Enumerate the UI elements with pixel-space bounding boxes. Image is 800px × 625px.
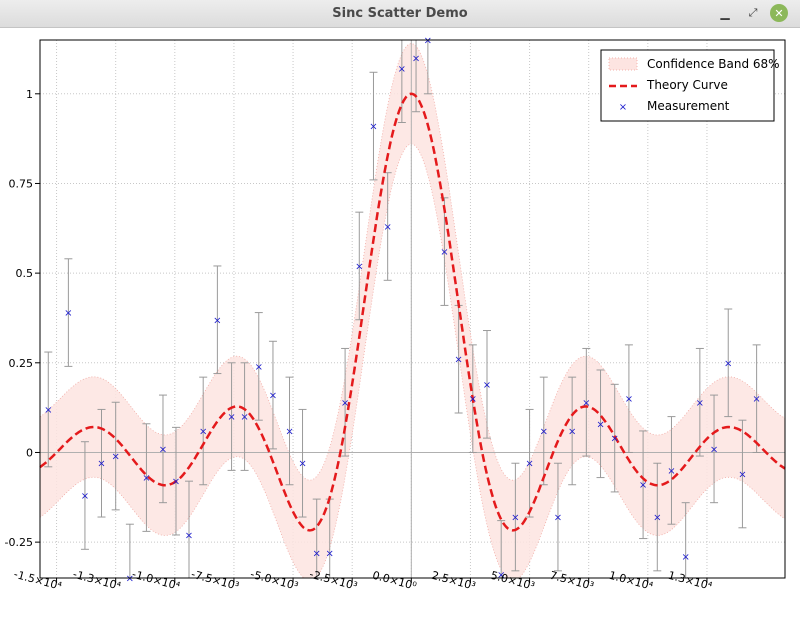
plot-frame [39,39,786,579]
measurement-point: × [424,36,432,47]
measurement-point: × [240,412,248,423]
measurement-point: × [625,394,633,405]
measurement-point: × [738,469,746,480]
legend-point-label: Measurement [647,99,730,113]
measurement-point: × [185,530,193,541]
measurement-point: × [653,513,661,524]
measurement-point: × [159,444,167,455]
maximize-icon[interactable]: ⤢ [748,6,758,19]
measurement-point: × [554,513,562,524]
theory-curve-line [39,92,786,532]
theory-curve [39,92,786,532]
legend-point-swatch: × [619,102,627,113]
measurement-point: × [383,222,391,233]
measurement-point: × [696,398,704,409]
window-title: Sinc Scatter Demo [332,6,468,21]
measurement-point: × [511,513,519,524]
measurement-point: × [568,426,576,437]
measurement-point: × [355,261,363,272]
y-tick-label: 0.5 [16,267,34,280]
measurement-point: × [398,64,406,75]
measurement-point: × [596,419,604,430]
measurement-point: × [285,426,293,437]
measurement-point: × [213,315,221,326]
band-lower-edge [39,143,786,579]
measurement-point: × [611,434,619,445]
legend-band-swatch [608,57,638,71]
measurement-point: × [44,405,52,416]
legend: Confidence Band 68% Theory Curve × Measu… [600,49,780,122]
measurement-point: × [469,394,477,405]
measurement-point: × [326,548,334,559]
measurement-point: × [681,552,689,563]
measurement-point: × [172,477,180,488]
measurement-point: × [440,247,448,258]
title-bar[interactable]: Sinc Scatter Demo ▁ ⤢ ✕ [0,0,800,28]
measurement-point: × [412,53,420,64]
measurement-point: × [497,570,505,581]
measurement-point: × [454,355,462,366]
measurement-point: × [540,426,548,437]
measurement-points: × × × × × × × × × × × × × × × × × × × × × × × × × × × × × × × × × × × × × × × ×… [44,36,761,585]
measurement-point: × [142,473,150,484]
measurement-point: × [81,491,89,502]
y-tick-label: 1 [26,88,33,101]
measurement-point: × [369,122,377,133]
measurement-point: × [199,426,207,437]
band-fill [40,43,785,579]
measurement-point: × [483,380,491,391]
measurement-point: × [582,398,590,409]
measurement-point: × [724,358,732,369]
measurement-point: × [126,574,134,585]
measurement-point: × [298,459,306,470]
axis-lines [40,40,785,578]
measurement-point: × [227,412,235,423]
measurement-point: × [639,480,647,491]
measurement-point: × [667,466,675,477]
error-bars [44,40,761,578]
measurement-point: × [710,444,718,455]
y-tick-label: 0.25 [9,357,34,370]
measurement-point: × [752,394,760,405]
legend-curve-label: Theory Curve [646,78,728,92]
measurement-point: × [97,459,105,470]
measurement-point: × [341,398,349,409]
measurement-point: × [255,362,263,373]
y-tick-label: 0 [26,446,33,459]
confidence-band [39,43,786,579]
measurement-point: × [111,452,119,463]
measurement-point: × [269,391,277,402]
measurement-point: × [313,548,321,559]
measurement-point: × [525,459,533,470]
minimize-icon[interactable]: ▁ [720,6,730,20]
legend-band-label: Confidence Band 68% [647,57,780,71]
close-icon[interactable]: ✕ [770,4,788,22]
y-tick-label: 0.75 [9,177,34,190]
measurement-point: × [64,308,72,319]
sinc-scatter-chart: × × × × × × × × × × × × × × × × × × × × × × × × × × × × × × × × × × × × × × × ×… [5,36,786,593]
band-upper-edge [39,43,786,481]
y-tick-label: -0.25 [5,536,33,549]
